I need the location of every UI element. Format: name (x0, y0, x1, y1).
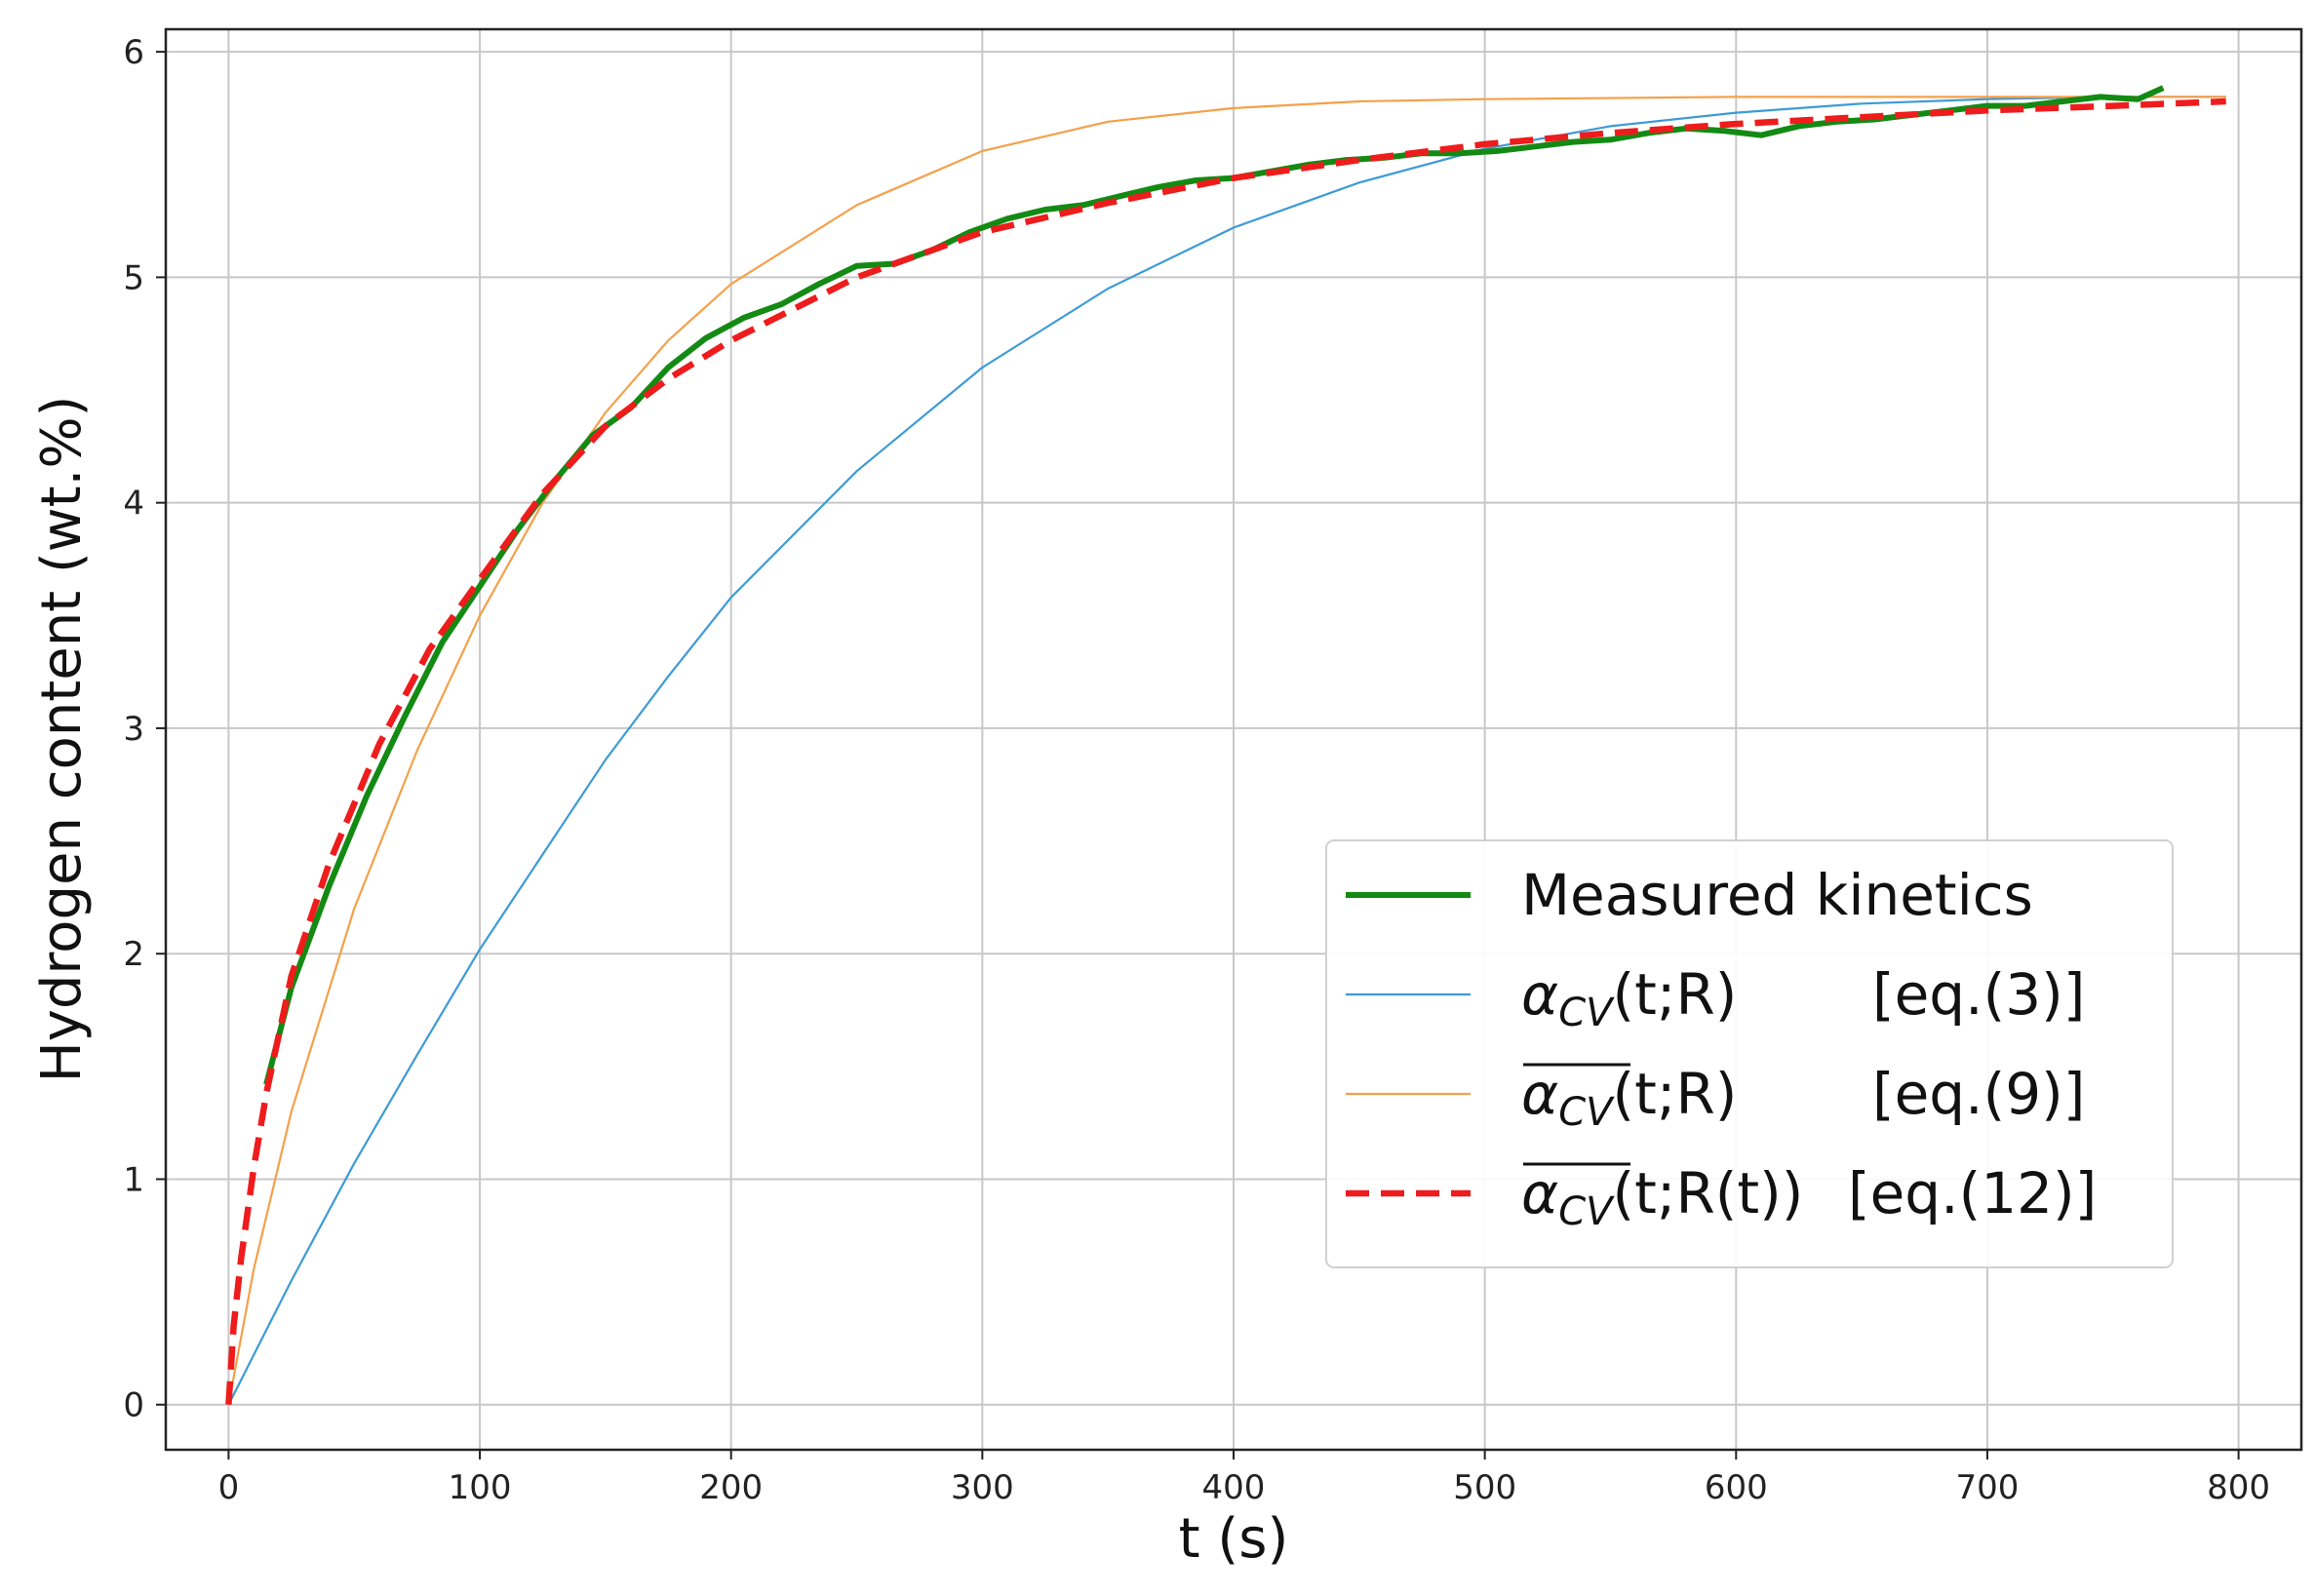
series-line-3 (225, 97, 2226, 1405)
x-tick-label: 600 (1705, 1468, 1768, 1507)
grid-lines (166, 29, 2301, 1450)
y-tick-label: 4 (123, 485, 144, 524)
series-line-2 (227, 96, 2226, 1405)
x-tick-label: 800 (2207, 1468, 2270, 1507)
x-tick-label: 200 (699, 1468, 763, 1507)
y-tick-label: 2 (123, 935, 144, 974)
series-group (225, 85, 2226, 1406)
x-tick-label: 500 (1453, 1468, 1516, 1507)
x-tick-label: 0 (218, 1468, 240, 1507)
legend: Measured kinetics αCV(t;R) [eq.(3)] αCV(t;R… (1325, 839, 2174, 1268)
x-axis-title: t (s) (1179, 1507, 1289, 1571)
y-tick-label: 3 (123, 710, 144, 749)
x-tick-label: 400 (1202, 1468, 1266, 1507)
series-line-1 (227, 96, 2226, 1406)
legend-label-3: αCV(t;R(t)) [eq.(12)] (1521, 1160, 2097, 1234)
axis-ticks: 0 100 200 300 400 500 600 700 800 0 1 2 3 4 5 6 (123, 33, 2270, 1507)
y-tick-label: 5 (123, 258, 144, 297)
legend-box (1325, 839, 2174, 1268)
x-tick-label: 700 (1955, 1468, 2019, 1507)
legend-label-1: αCV(t;R) [eq.(3)] (1521, 961, 2085, 1035)
legend-label-0: Measured kinetics (1521, 862, 2033, 928)
y-tick-label: 1 (123, 1160, 144, 1199)
y-axis-title: Hydrogen content (wt.%) (30, 396, 94, 1083)
y-tick-label: 6 (123, 33, 144, 72)
legend-label-2: αCV(t;R) [eq.(9)] (1521, 1061, 2085, 1135)
y-tick-label: 0 (123, 1386, 144, 1425)
x-tick-label: 100 (449, 1468, 512, 1507)
x-tick-label: 300 (951, 1468, 1014, 1507)
